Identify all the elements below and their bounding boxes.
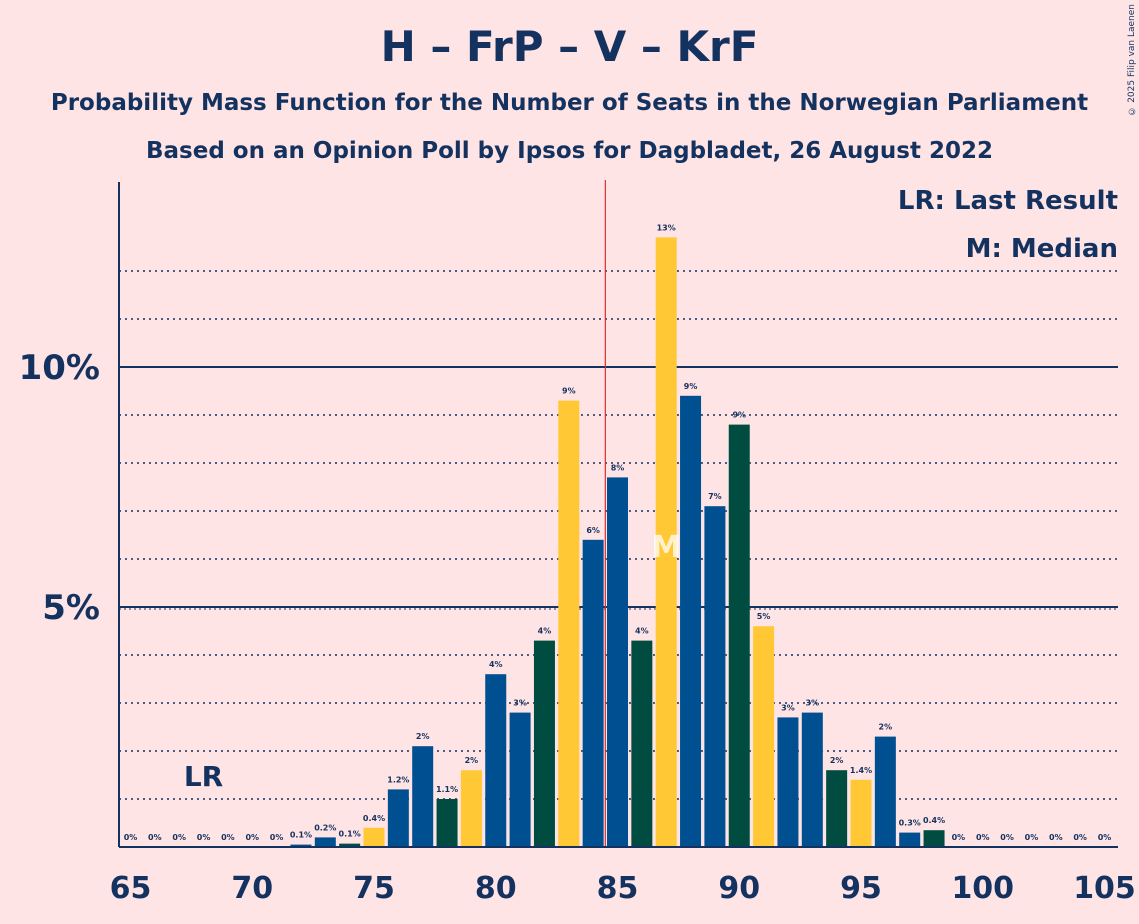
x-tick-label-105: 105 <box>1073 871 1136 906</box>
bar-label-81: 3% <box>513 699 527 708</box>
bars <box>290 237 945 847</box>
bar-78 <box>436 799 458 847</box>
bar-label-80: 4% <box>489 660 503 669</box>
chart-subtitle-2: Based on an Opinion Poll by Ipsos for Da… <box>146 138 993 164</box>
bar-label-82: 4% <box>538 627 552 636</box>
bar-label-89: 7% <box>708 492 722 501</box>
bar-94 <box>826 770 848 847</box>
bar-label-92: 3% <box>781 703 795 712</box>
bar-93 <box>801 712 823 847</box>
bar-73 <box>314 837 336 847</box>
bar-98 <box>923 830 945 847</box>
bar-label-105: 0% <box>1098 833 1112 842</box>
median-marker: M <box>651 530 681 565</box>
last-result-marker: LR <box>184 760 223 793</box>
bar-label-71: 0% <box>270 833 284 842</box>
bar-label-84: 6% <box>586 526 600 535</box>
bar-label-73: 0.2% <box>314 823 336 832</box>
bar-74 <box>339 843 361 847</box>
chart-title: H – FrP – V – KrF <box>380 22 759 71</box>
bar-81 <box>509 712 531 847</box>
bar-95 <box>850 779 872 847</box>
bar-labels: 0% 0% 0% 0% 0% 0% 0% 0.1%0.2%0.1%0.4%1.2%2%1.1%… <box>124 223 1112 842</box>
x-tick-label-75: 75 <box>353 871 395 906</box>
y-tick-label-5%: 5% <box>42 588 100 628</box>
bar-77 <box>412 746 434 847</box>
x-tick-label-65: 65 <box>110 871 152 906</box>
bar-label-94: 2% <box>830 756 844 765</box>
bar-label-69: 0% <box>221 833 235 842</box>
bar-92 <box>777 717 799 847</box>
bar-label-98: 0.4% <box>923 816 945 825</box>
bar-76 <box>387 789 409 847</box>
bar-85 <box>607 477 628 847</box>
chart-subtitle-1: Probability Mass Function for the Number… <box>50 90 1089 116</box>
bar-label-95: 1.4% <box>850 766 872 775</box>
bar-label-79: 2% <box>465 756 479 765</box>
bar-label-74: 0.1% <box>339 830 361 839</box>
bar-87 <box>655 237 677 847</box>
bar-label-67: 0% <box>172 833 186 842</box>
bar-label-97: 0.3% <box>899 819 921 828</box>
bar-label-88: 9% <box>684 382 698 391</box>
bar-97 <box>899 832 921 847</box>
bar-label-90: 9% <box>732 411 746 420</box>
bar-label-86: 4% <box>635 627 649 636</box>
bar-label-85: 8% <box>611 463 625 472</box>
bar-label-72: 0.1% <box>290 831 312 840</box>
bar-label-96: 2% <box>879 723 893 732</box>
bar-79 <box>460 770 482 847</box>
bar-83 <box>558 400 580 847</box>
bar-label-102: 0% <box>1025 833 1039 842</box>
bar-84 <box>582 539 604 847</box>
x-tick-label-90: 90 <box>718 871 760 906</box>
bar-label-104: 0% <box>1073 833 1087 842</box>
bar-label-83: 9% <box>562 387 576 396</box>
bar-label-99: 0% <box>952 833 966 842</box>
bar-91 <box>753 626 775 847</box>
bar-86 <box>631 640 653 847</box>
bar-label-103: 0% <box>1049 833 1063 842</box>
x-tick-label-85: 85 <box>597 871 639 906</box>
bar-label-101: 0% <box>1000 833 1014 842</box>
x-tick-label-70: 70 <box>231 871 273 906</box>
bar-label-65: 0% <box>124 833 138 842</box>
x-tick-label-95: 95 <box>840 871 882 906</box>
bar-label-77: 2% <box>416 732 430 741</box>
bar-88 <box>680 395 702 847</box>
bar-75 <box>363 827 385 847</box>
bar-label-76: 1.2% <box>387 775 409 784</box>
bar-82 <box>533 640 555 847</box>
bar-label-100: 0% <box>976 833 990 842</box>
axes: 65 70 75 80 85 90 95 100 105 5% 10% <box>19 180 1136 906</box>
bar-80 <box>485 674 507 847</box>
bar-89 <box>704 506 726 847</box>
bar-72 <box>290 844 312 847</box>
x-tick-label-80: 80 <box>475 871 517 906</box>
bar-label-87: 13% <box>657 223 676 232</box>
y-tick-label-10%: 10% <box>19 348 100 388</box>
bar-96 <box>874 736 896 847</box>
legend-median: M: Median <box>966 234 1118 264</box>
bar-label-91: 5% <box>757 612 771 621</box>
legend-last-result: LR: Last Result <box>898 186 1118 216</box>
bar-label-66: 0% <box>148 833 162 842</box>
bar-label-75: 0.4% <box>363 814 385 823</box>
x-tick-label-100: 100 <box>951 871 1014 906</box>
bar-90 <box>728 424 750 847</box>
bar-label-68: 0% <box>197 833 211 842</box>
bar-label-78: 1.1% <box>436 785 458 794</box>
bar-label-70: 0% <box>245 833 259 842</box>
bar-label-93: 3% <box>806 699 820 708</box>
